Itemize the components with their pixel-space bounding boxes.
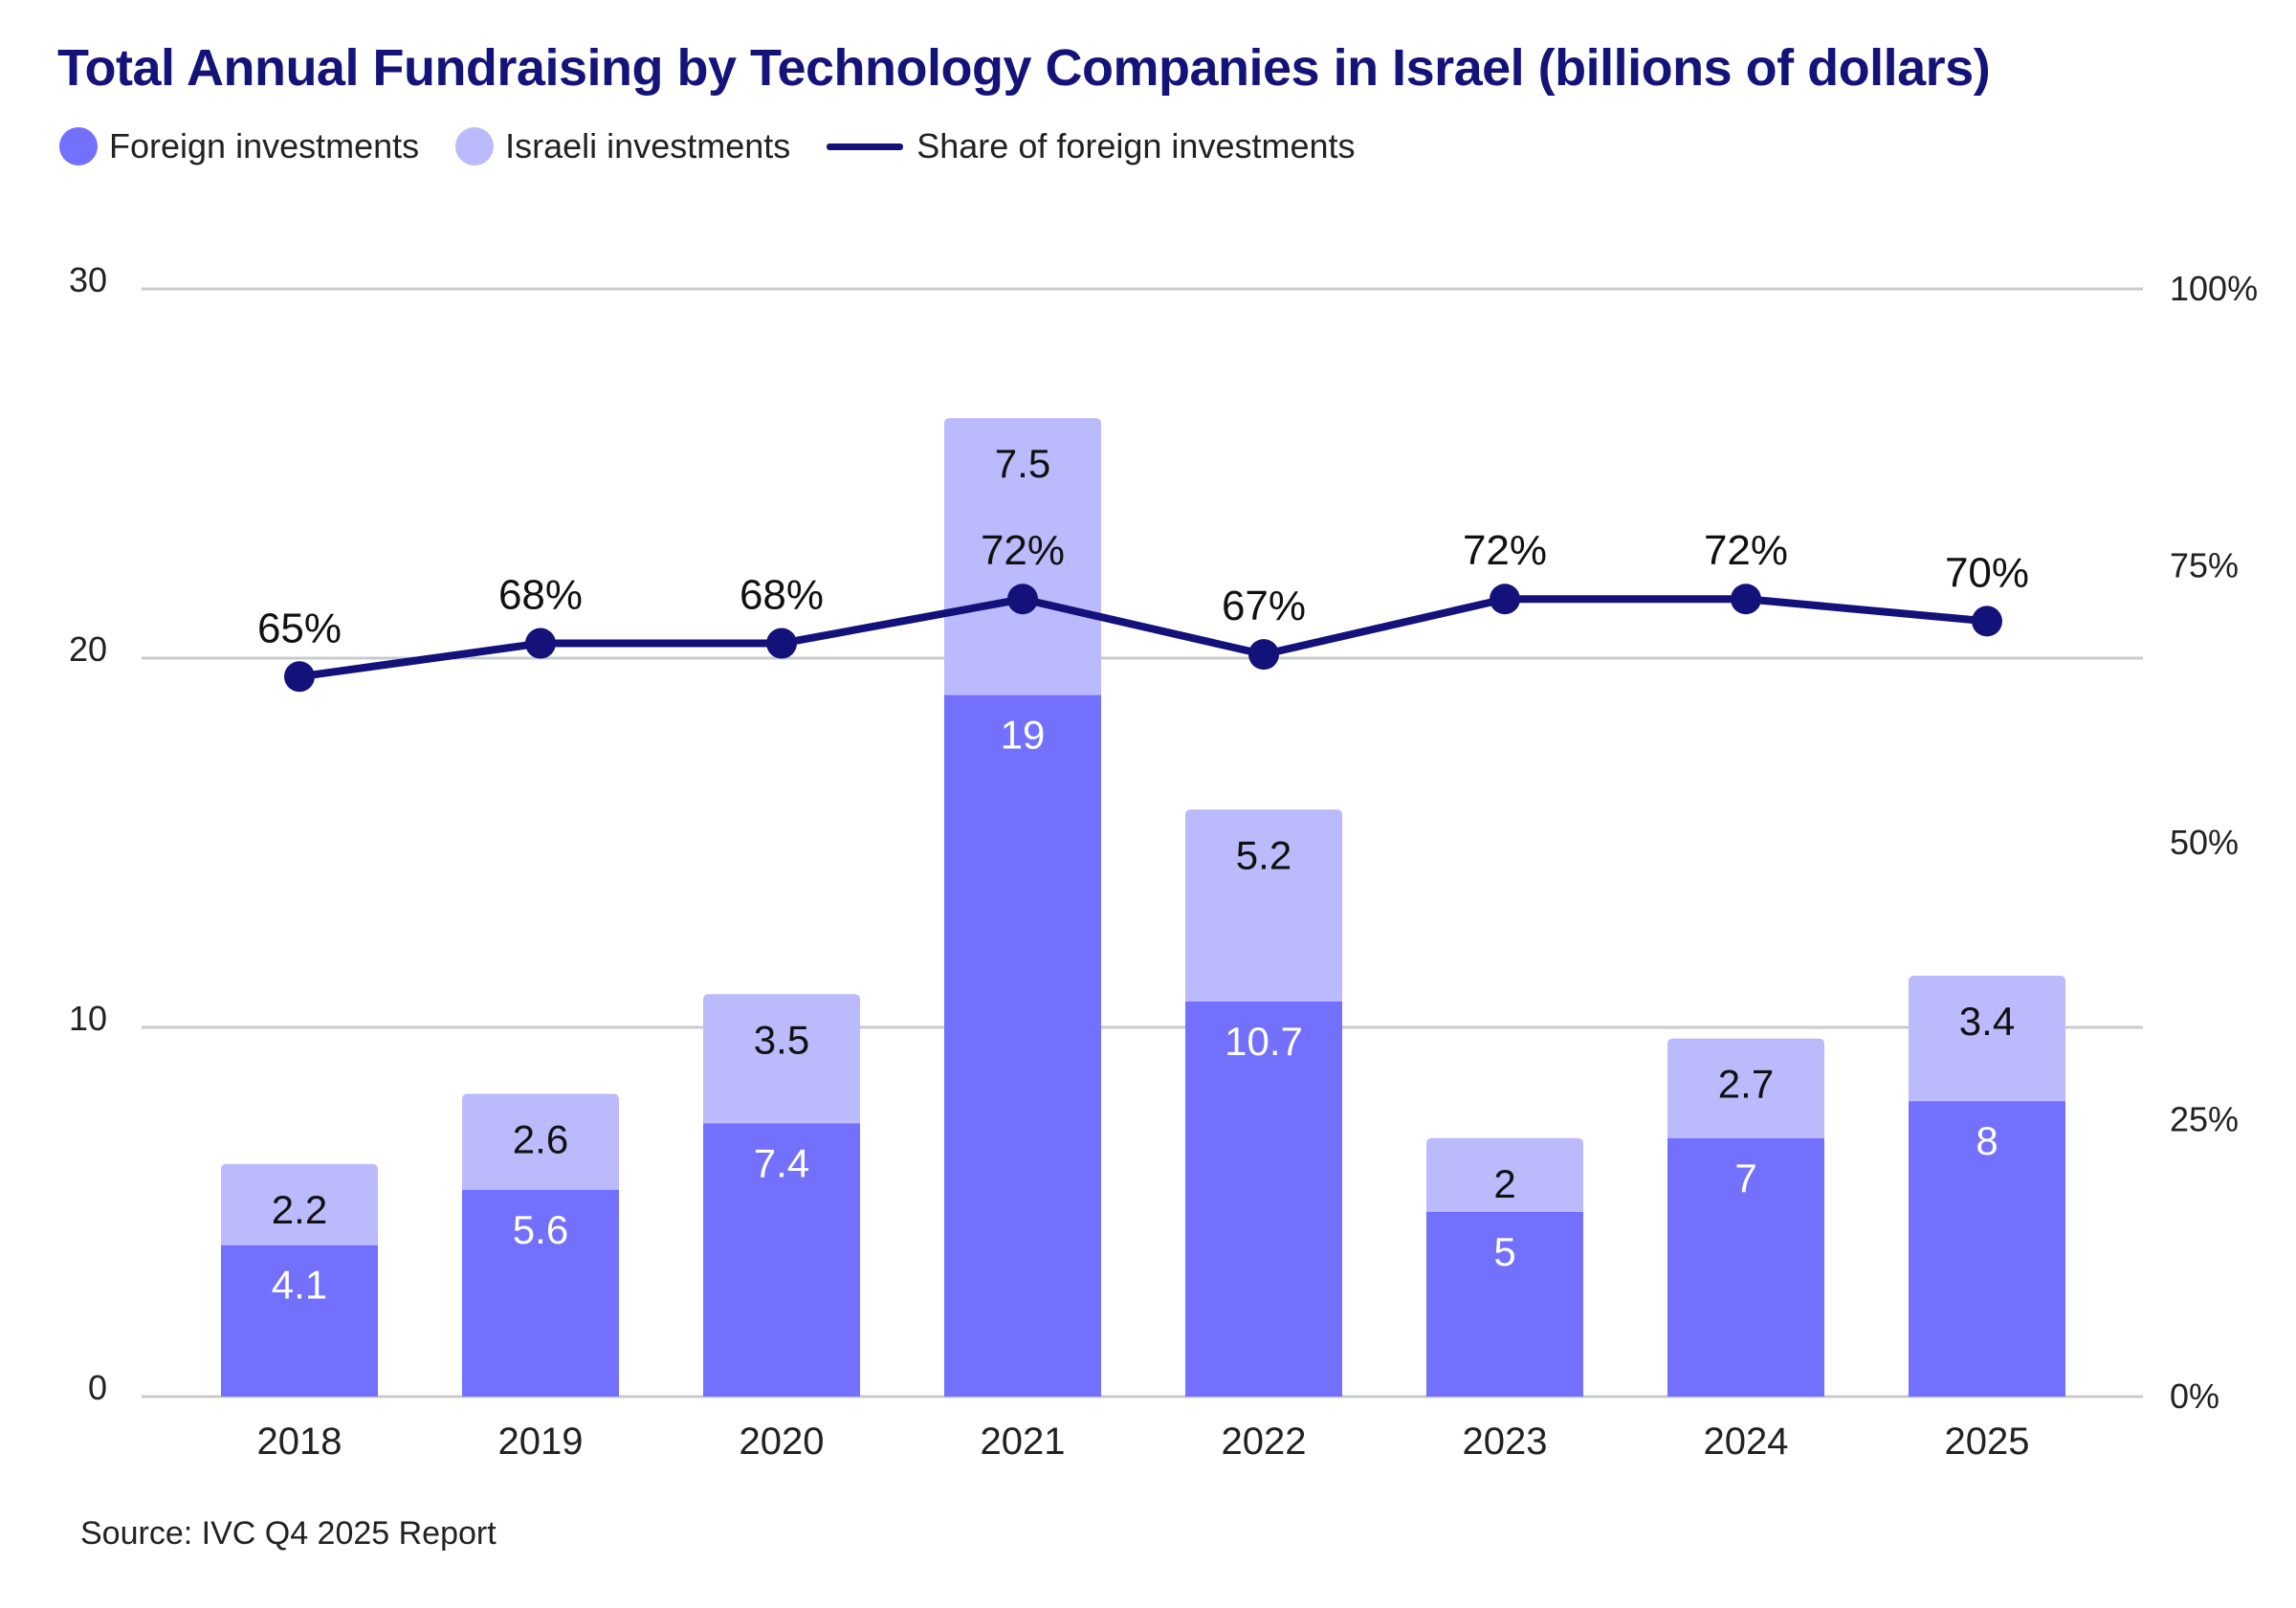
x-tick-label: 2025 [1945,1421,2030,1463]
bar-label-israeli: 2.7 [1718,1062,1774,1107]
bar-label-foreign: 10.7 [1225,1019,1303,1064]
bar-israeli [1185,809,1342,1002]
labels-layer: 4.1 2.2 2018 5.6 2.6 2019 7.4 3.5 2020 19 7.5 2021 1… [257,441,2030,1463]
share-label: 72% [1463,527,1547,574]
legend-item-share: Share of foreign investments [827,126,1356,166]
bar-foreign [462,1189,619,1397]
legend-label-share: Share of foreign investments [916,126,1356,165]
bar-label-israeli: 3.5 [754,1017,809,1062]
share-label: 67% [1222,583,1306,629]
bar-foreign [1426,1212,1583,1397]
legend-label-israeli: Israeli investments [505,126,791,165]
y-right-tick-label: 0% [2170,1377,2219,1416]
legend-item-israeli: Israeli investments [455,126,790,166]
y-right-tick-label: 50% [2170,823,2239,862]
x-tick-label: 2024 [1704,1421,1789,1463]
bar-foreign [703,1123,860,1397]
bar-label-foreign: 7 [1734,1156,1756,1200]
bar-israeli [944,418,1101,695]
line-layer [284,584,2002,693]
bar-foreign [1667,1137,1824,1397]
bar-foreign [944,694,1101,1397]
y-right-tick-label: 25% [2170,1100,2239,1139]
bar-label-israeli: 5.2 [1236,832,1292,877]
share-label: 72% [981,527,1065,574]
bar-label-foreign: 7.4 [754,1140,809,1185]
bar-israeli [221,1163,378,1245]
share-point [525,628,556,659]
bar-label-israeli: 2.6 [513,1116,568,1161]
share-point [1007,584,1038,615]
legend-item-foreign: Foreign investments [59,126,419,166]
bar-label-israeli: 7.5 [995,441,1050,486]
share-point [284,661,315,693]
legend-swatch-israeli [455,127,495,165]
legend-label-foreign: Foreign investments [109,126,420,165]
share-label: 68% [740,572,824,619]
x-tick-label: 2018 [257,1421,342,1463]
legend-swatch-foreign [59,127,98,165]
share-label: 70% [1945,549,2029,596]
share-label: 72% [1704,527,1788,574]
chart-source: Source: IVC Q4 2025 Report [80,1515,497,1552]
bar-foreign [221,1245,378,1397]
bar-label-foreign: 5 [1493,1229,1515,1274]
share-label: 65% [257,605,342,651]
legend-swatch-share [827,143,904,150]
share-label: 68% [498,572,583,619]
chart-title: Total Annual Fundraising by Technology C… [57,39,1991,97]
bar-israeli [703,994,860,1124]
share-point [1972,606,2002,637]
x-tick-label: 2020 [740,1421,825,1463]
x-tick-label: 2023 [1463,1421,1548,1463]
y-right-tick-label: 100% [2170,269,2258,308]
share-point [766,628,797,659]
grid-layer: 0 10 20 30 0% 25% 50% 75% 100% [69,260,2258,1416]
share-point [1490,584,1520,615]
x-tick-label: 2022 [1222,1421,1307,1463]
share-line [298,595,1988,681]
bars-layer [221,418,2065,1397]
x-tick-label: 2019 [498,1421,584,1463]
x-tick-label: 2021 [981,1421,1066,1463]
y-right-tick-label: 75% [2170,546,2239,585]
bar-label-foreign: 5.6 [513,1207,568,1252]
share-point [1731,584,1761,615]
bar-foreign [1185,1001,1342,1397]
bar-israeli [462,1093,619,1190]
share-point [1248,639,1279,671]
chart-legend: Foreign investments Israeli investments … [59,126,1392,166]
y-left-tick-label: 20 [69,629,107,669]
bar-israeli [1909,975,2065,1102]
bar-israeli [1667,1038,1824,1138]
bar-label-israeli: 2.2 [272,1187,327,1232]
bar-label-israeli: 3.4 [1959,999,2015,1044]
y-left-tick-label: 30 [69,260,107,299]
bar-label-foreign: 8 [1976,1118,1998,1163]
bar-label-foreign: 19 [1001,713,1046,758]
bar-foreign [1909,1101,2065,1397]
bar-israeli [1426,1137,1583,1212]
bar-label-israeli: 2 [1493,1161,1515,1206]
y-left-tick-label: 10 [69,999,107,1038]
y-left-tick-label: 0 [88,1368,107,1407]
bar-label-foreign: 4.1 [272,1263,327,1308]
